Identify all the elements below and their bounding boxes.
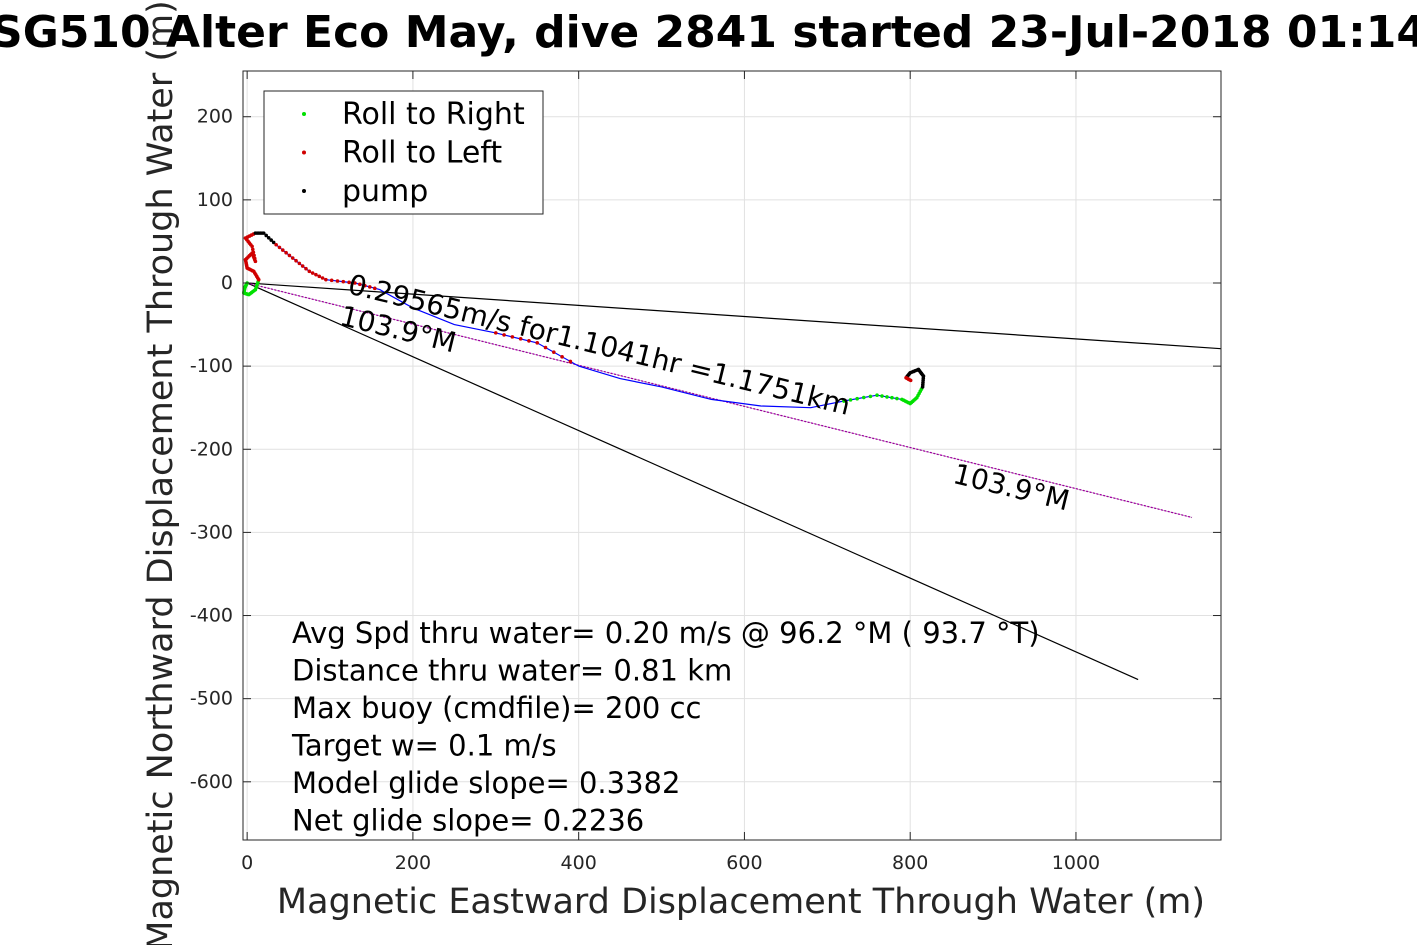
roll-left-marker (284, 250, 288, 255)
roll-left-marker (502, 333, 506, 337)
legend-label: Roll to Right (342, 97, 525, 132)
stats-line: Max buoy (cmdfile)= 200 cc (292, 691, 701, 725)
y-tick-label: 100 (197, 189, 233, 211)
roll-left-marker (329, 278, 334, 283)
roll-left-marker (277, 245, 282, 250)
y-tick-label: -600 (190, 771, 233, 793)
roll-left-marker (543, 345, 548, 350)
roll-left-marker (280, 248, 285, 252)
roll-left-marker (353, 281, 357, 285)
stats-line: Target w= 0.1 m/s (291, 729, 557, 763)
roll-left-marker (297, 261, 302, 266)
roll-left-marker (290, 256, 295, 260)
roll-right-marker (875, 393, 879, 398)
roll-left-marker (358, 282, 362, 287)
y-tick-label: 0 (221, 272, 233, 294)
roll-left-marker (274, 242, 278, 247)
x-tick-label: 800 (892, 852, 928, 874)
legend-marker (302, 150, 306, 155)
roll-left-marker (510, 335, 515, 339)
roll-left-marker (368, 285, 372, 289)
roll-left-marker (287, 253, 292, 258)
roll-left-marker (252, 256, 257, 261)
roll-right-marker (861, 395, 866, 400)
roll-right-marker (842, 399, 846, 403)
roll-right-marker (880, 394, 884, 398)
y-tick-label: -400 (190, 605, 233, 627)
roll-right-marker (895, 396, 899, 401)
x-tick-label: 1000 (1052, 852, 1100, 874)
roll-left-marker (527, 339, 531, 343)
roll-right-marker (868, 394, 873, 399)
roll-left-marker (314, 272, 318, 277)
pump-marker (269, 238, 273, 242)
axes-box (242, 70, 1222, 841)
reference-line (247, 282, 1222, 350)
roll-left-marker (310, 271, 315, 275)
pump-marker (266, 235, 271, 240)
roll-left-marker (518, 337, 523, 341)
y-tick-label: -300 (190, 521, 233, 543)
roll-left-marker (341, 279, 346, 284)
roll-left-marker (300, 264, 305, 268)
y-tick-label: -100 (190, 355, 233, 377)
roll-left-marker (908, 378, 913, 383)
roll-right-marker (890, 395, 894, 400)
roll-left-marker (320, 276, 325, 280)
x-tick-label: 0 (241, 852, 253, 874)
roll-left-marker (324, 277, 328, 282)
roll-left-marker (252, 253, 256, 258)
roll-right-marker (885, 395, 889, 399)
roll-left-marker (251, 250, 256, 255)
roll-left-marker (335, 279, 340, 283)
roll-left-marker (493, 331, 498, 335)
roll-left-marker (363, 283, 367, 288)
roll-left-marker (552, 350, 556, 354)
legend-box (263, 90, 544, 215)
pump-marker (271, 240, 276, 245)
stats-line: Model glide slope= 0.3382 (292, 766, 680, 800)
roll-right-marker (855, 396, 859, 401)
stats-line: Net glide slope= 0.2236 (292, 804, 644, 838)
roll-left-marker (307, 269, 312, 274)
roll-left-marker (294, 258, 298, 263)
roll-left-marker (560, 355, 564, 359)
reference-line (246, 282, 1139, 681)
roll-left-marker (250, 247, 255, 252)
roll-left-marker (347, 280, 351, 285)
legend-marker (302, 189, 306, 193)
x-tick-label: 400 (561, 852, 597, 874)
legend-marker (302, 112, 306, 116)
y-tick-label: -200 (190, 438, 233, 460)
x-tick-label: 200 (395, 852, 431, 874)
y-tick-label: 200 (197, 106, 233, 128)
pump-marker (264, 233, 269, 238)
roll-left-marker (304, 266, 308, 271)
y-axis-label: Magnetic Northward Displacement Through … (141, 0, 181, 945)
legend-label: Roll to Left (342, 136, 502, 171)
roll-left-marker (568, 359, 573, 364)
stats-line: Avg Spd thru water= 0.20 m/s @ 96.2 °M (… (292, 616, 1040, 650)
roll-right-marker (848, 398, 853, 402)
y-tick-label: -500 (190, 688, 233, 710)
chart-title: SG510 Alter Eco May, dive 2841 started 2… (0, 7, 1417, 58)
roll-left-marker (372, 286, 377, 291)
x-axis-label: Magnetic Eastward Displacement Through W… (277, 882, 1205, 922)
roll-left-marker (535, 341, 540, 345)
roll-left-marker (253, 259, 258, 264)
stats-line: Distance thru water= 0.81 km (292, 654, 732, 688)
x-tick-label: 600 (726, 852, 762, 874)
pump-marker (261, 231, 266, 235)
legend-label: pump (342, 174, 428, 209)
roll-left-marker (317, 274, 322, 279)
